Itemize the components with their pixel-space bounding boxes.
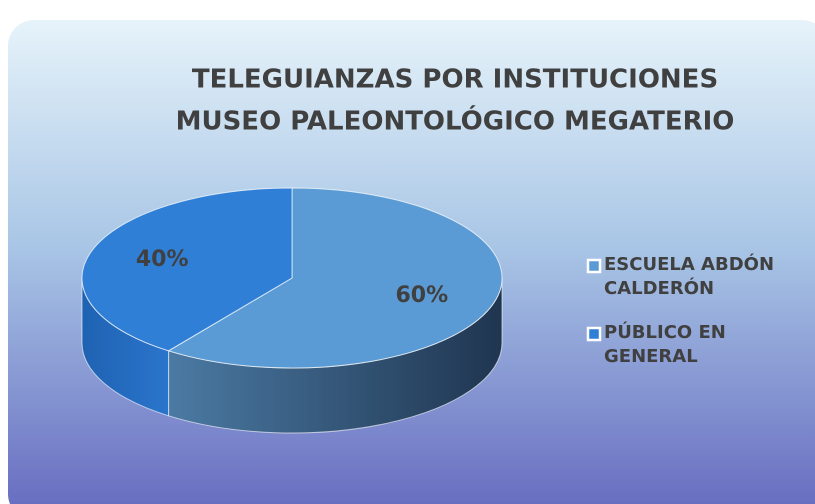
data-label: 40% bbox=[136, 247, 189, 272]
legend-swatch bbox=[586, 326, 602, 342]
chart-title: MUSEO PALEONTOLÓGICO MEGATERIO bbox=[176, 105, 735, 137]
data-label: 60% bbox=[395, 283, 448, 308]
legend-item: PÚBLICO EN GENERAL bbox=[604, 322, 726, 367]
legend-label: PÚBLICO EN GENERAL bbox=[604, 322, 726, 367]
chart-title: TELEGUIANZAS POR INSTITUCIONES bbox=[192, 65, 718, 95]
pie-slice bbox=[81, 187, 293, 352]
legend-item: ESCUELA ABDÓN CALDERÓN bbox=[604, 254, 775, 299]
legend-label: ESCUELA ABDÓN CALDERÓN bbox=[604, 254, 775, 299]
legend-swatch bbox=[586, 258, 602, 274]
pie-slice bbox=[167, 187, 503, 369]
